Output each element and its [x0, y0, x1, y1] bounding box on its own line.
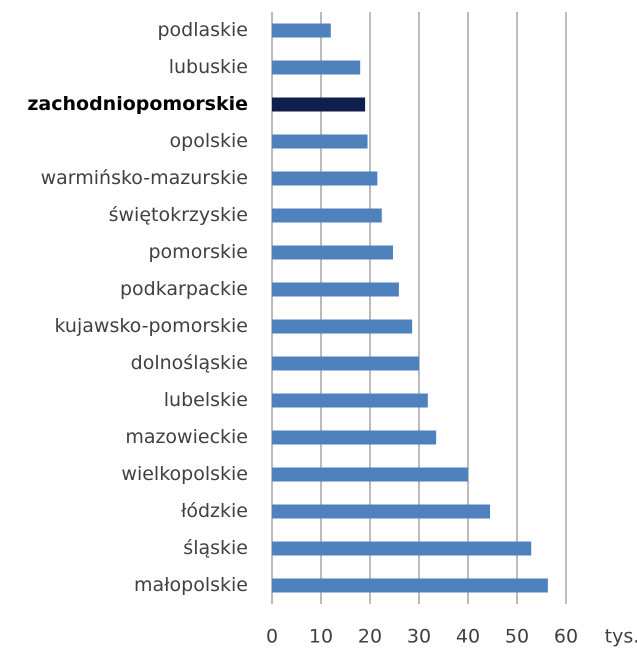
bar — [272, 356, 419, 371]
y-tick-label: lubuskie — [169, 56, 248, 78]
y-tick-label: wielkopolskie — [121, 463, 248, 485]
x-tick-label: 30 — [407, 626, 431, 648]
y-tick-label: podkarpackie — [120, 278, 248, 300]
bar — [272, 23, 331, 38]
y-tick-label: zachodniopomorskie — [27, 93, 248, 115]
bar — [272, 134, 368, 149]
y-tick-label: pomorskie — [149, 241, 249, 263]
y-tick-label: lubelskie — [164, 389, 248, 411]
y-tick-label: świętokrzyskie — [109, 204, 248, 226]
y-tick-label: łódzkie — [181, 500, 248, 522]
x-axis-label: tys. — [605, 626, 637, 648]
y-tick-label: śląskie — [183, 537, 248, 559]
y-tick-label: małopolskie — [134, 574, 248, 596]
bar — [272, 97, 366, 112]
bar — [272, 208, 382, 223]
y-tick-label: dolnośląskie — [131, 352, 248, 374]
x-tick-label: 40 — [456, 626, 480, 648]
bar — [272, 282, 399, 297]
x-tick-label: 60 — [554, 626, 578, 648]
bar — [272, 541, 532, 556]
bar — [272, 430, 437, 445]
bar — [272, 245, 394, 260]
y-tick-label: kujawsko-pomorskie — [55, 315, 248, 337]
x-tick-label: 0 — [266, 626, 278, 648]
x-tick-label: 20 — [358, 626, 382, 648]
bar — [272, 393, 428, 408]
y-tick-label: mazowieckie — [125, 426, 248, 448]
bar — [272, 171, 378, 186]
bar — [272, 578, 548, 593]
x-tick-label: 10 — [309, 626, 333, 648]
y-tick-label: podlaskie — [157, 19, 248, 41]
y-tick-label: warmińsko-mazurskie — [41, 167, 248, 189]
y-tick-label: opolskie — [170, 130, 248, 152]
bar — [272, 60, 361, 75]
x-tick-label: 50 — [505, 626, 529, 648]
bar — [272, 467, 468, 482]
bar — [272, 504, 491, 519]
bar — [272, 319, 413, 334]
